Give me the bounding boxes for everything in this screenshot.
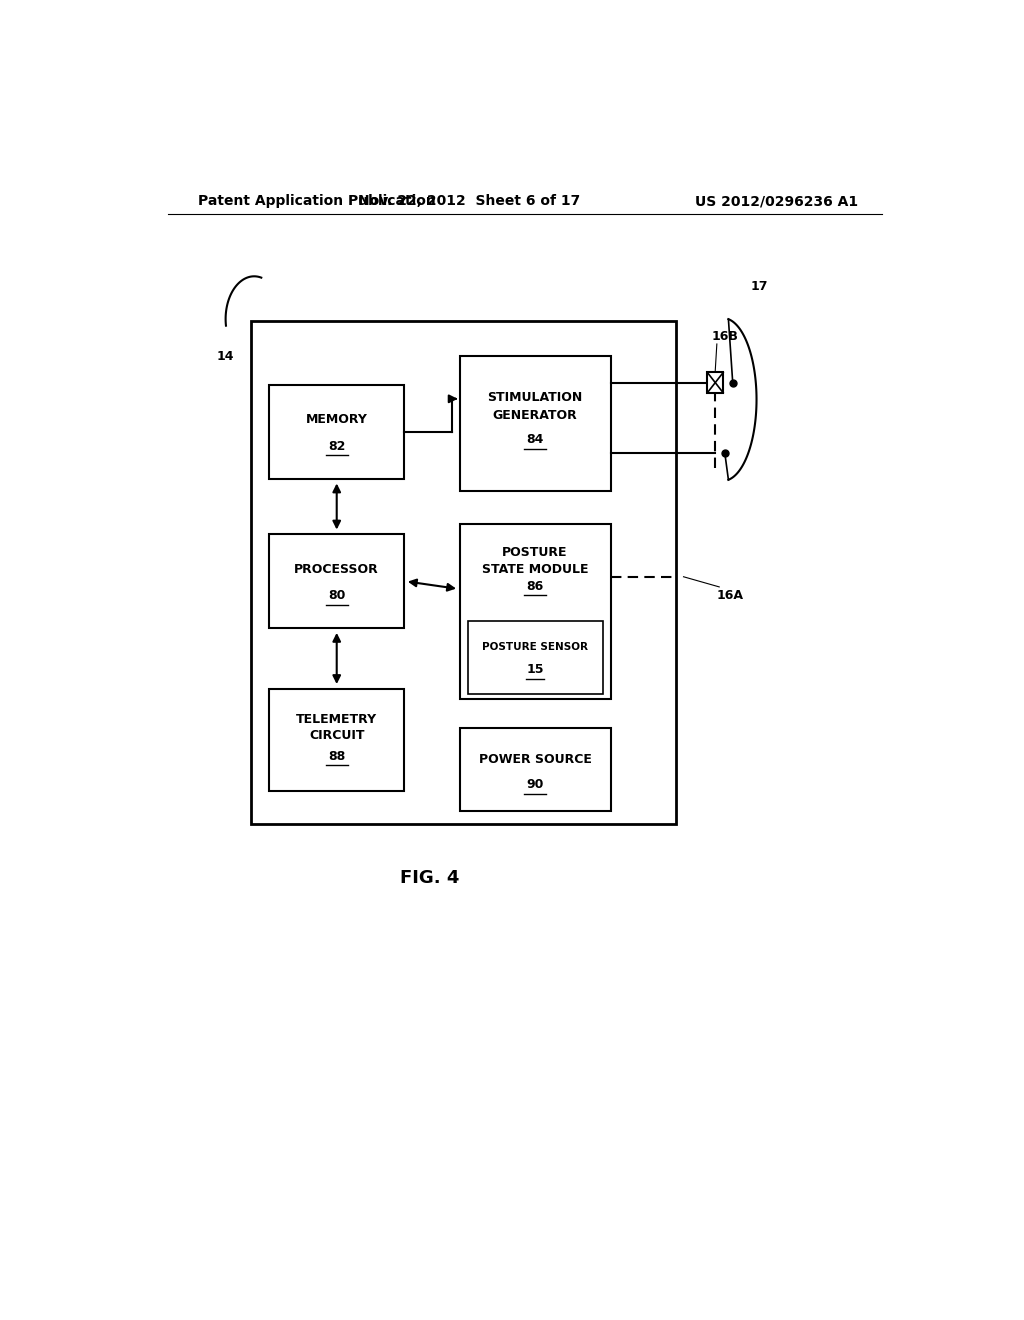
- Text: STATE MODULE: STATE MODULE: [482, 562, 589, 576]
- Text: POSTURE SENSOR: POSTURE SENSOR: [482, 643, 588, 652]
- Text: PROCESSOR: PROCESSOR: [294, 562, 379, 576]
- FancyBboxPatch shape: [269, 385, 404, 479]
- Text: 15: 15: [526, 663, 544, 676]
- Text: POWER SOURCE: POWER SOURCE: [478, 752, 592, 766]
- Text: 80: 80: [328, 589, 345, 602]
- Text: 84: 84: [526, 433, 544, 446]
- Text: MEMORY: MEMORY: [306, 413, 368, 426]
- FancyBboxPatch shape: [460, 524, 610, 700]
- Text: GENERATOR: GENERATOR: [493, 409, 578, 421]
- FancyBboxPatch shape: [708, 372, 723, 393]
- FancyBboxPatch shape: [269, 689, 404, 791]
- Text: POSTURE: POSTURE: [503, 546, 568, 560]
- Text: 17: 17: [751, 280, 768, 293]
- Text: 86: 86: [526, 579, 544, 593]
- Text: 82: 82: [328, 440, 345, 453]
- Text: 16B: 16B: [712, 330, 738, 343]
- FancyBboxPatch shape: [269, 535, 404, 628]
- FancyBboxPatch shape: [460, 355, 610, 491]
- Text: Nov. 22, 2012  Sheet 6 of 17: Nov. 22, 2012 Sheet 6 of 17: [358, 194, 581, 209]
- Text: US 2012/0296236 A1: US 2012/0296236 A1: [695, 194, 858, 209]
- Text: CIRCUIT: CIRCUIT: [309, 729, 365, 742]
- FancyBboxPatch shape: [468, 620, 602, 694]
- Text: 90: 90: [526, 777, 544, 791]
- Text: Patent Application Publication: Patent Application Publication: [198, 194, 435, 209]
- Text: 16A: 16A: [717, 589, 743, 602]
- Text: TELEMETRY: TELEMETRY: [296, 713, 377, 726]
- FancyBboxPatch shape: [251, 321, 676, 824]
- Text: 14: 14: [217, 350, 234, 363]
- Text: 88: 88: [328, 750, 345, 763]
- Text: FIG. 4: FIG. 4: [400, 869, 459, 887]
- FancyBboxPatch shape: [460, 727, 610, 810]
- Text: STIMULATION: STIMULATION: [487, 391, 583, 404]
